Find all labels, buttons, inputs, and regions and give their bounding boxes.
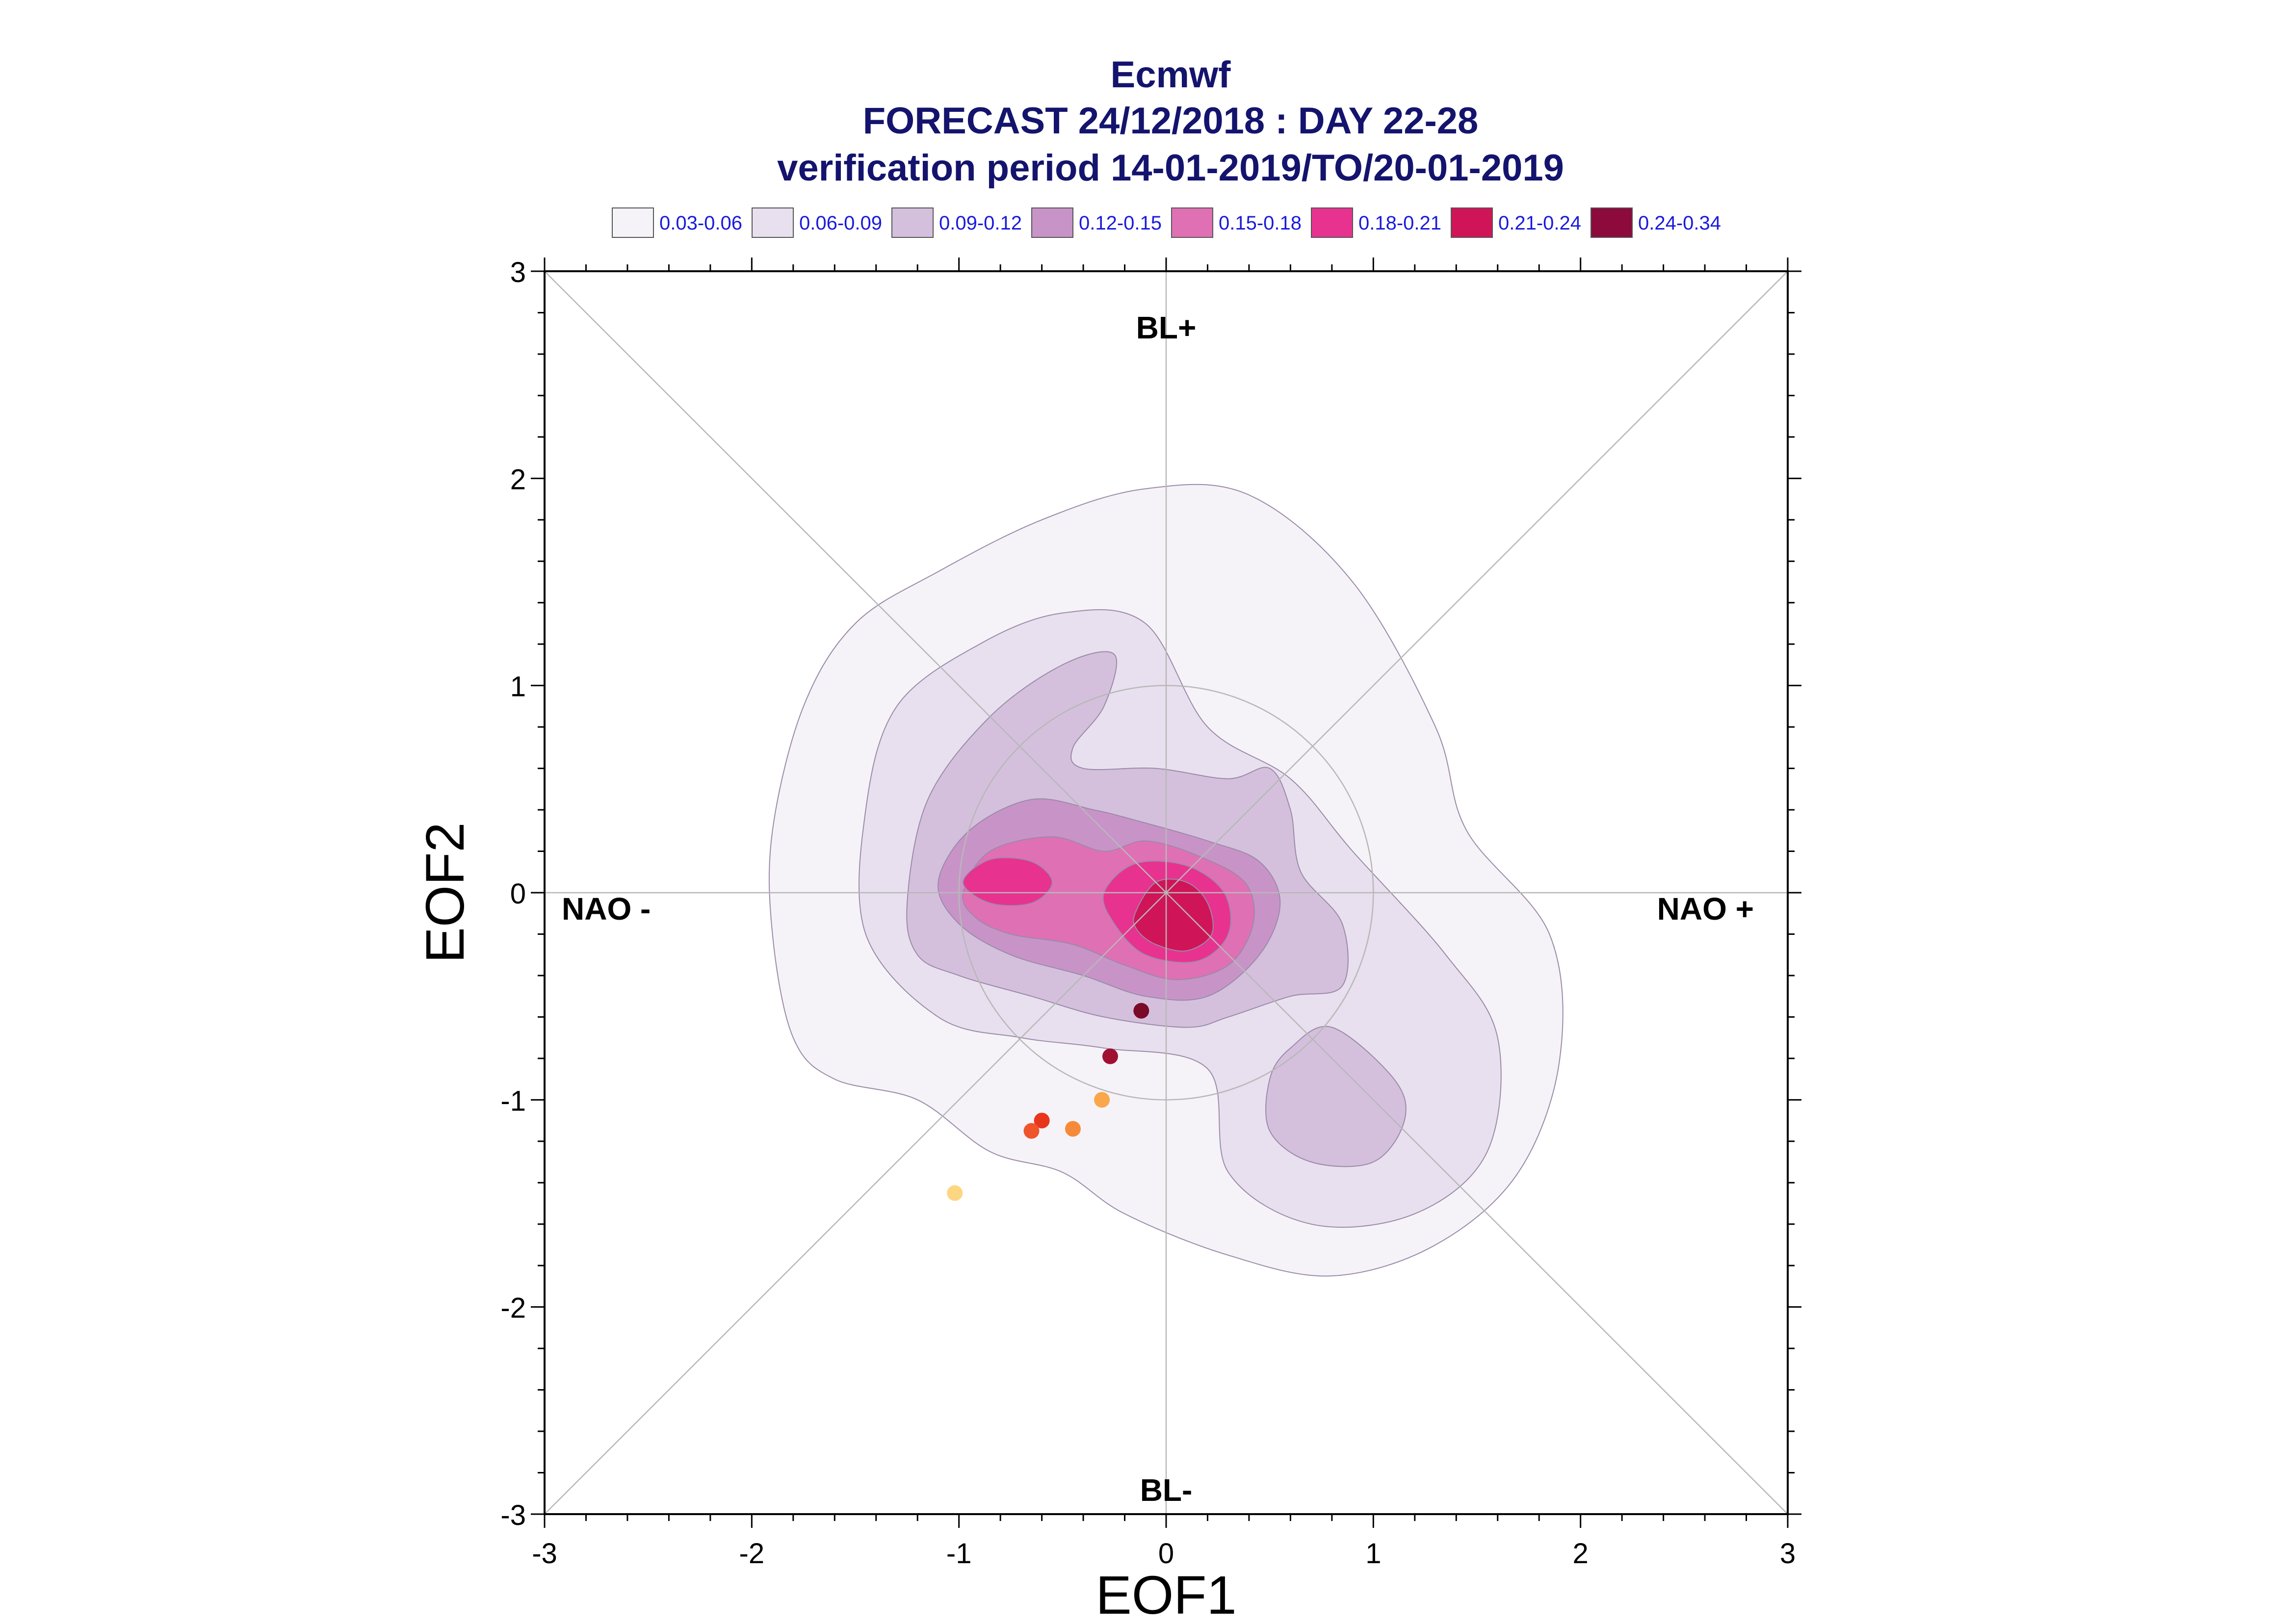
legend-swatch-1 <box>752 207 794 238</box>
legend-label-4: 0.15-0.18 <box>1219 212 1302 234</box>
y-tick-label: -1 <box>500 1085 526 1117</box>
chart-titles: Ecmwf FORECAST 24/12/2018 : DAY 22-28 ve… <box>777 54 1564 189</box>
legend-swatch-2 <box>891 207 934 238</box>
chart-subtitle: FORECAST 24/12/2018 : DAY 22-28 <box>863 100 1479 142</box>
contour-region-3 <box>1265 1026 1407 1167</box>
legend-label-6: 0.21-0.24 <box>1498 212 1581 234</box>
y-tick-label: 1 <box>510 671 526 703</box>
legend-label-0: 0.03-0.06 <box>659 212 742 234</box>
x-tick-label: -2 <box>739 1538 765 1570</box>
ensemble-point-5 <box>1065 1121 1081 1137</box>
x-tick-label: 2 <box>1573 1538 1589 1570</box>
ensemble-point-4 <box>1023 1123 1040 1139</box>
x-tick-label: 1 <box>1365 1538 1381 1570</box>
x-tick-label: -3 <box>532 1538 557 1570</box>
quadrant-label-right: NAO + <box>1657 891 1754 927</box>
legend-swatch-6 <box>1451 207 1493 238</box>
y-tick-label: 2 <box>510 464 526 495</box>
quadrant-label-bottom: BL- <box>1140 1472 1193 1508</box>
legend-swatch-3 <box>1031 207 1073 238</box>
y-tick-label: -2 <box>500 1292 526 1324</box>
legend-label-1: 0.06-0.09 <box>799 212 882 234</box>
y-tick-label: -3 <box>500 1499 526 1531</box>
x-tick-label: -1 <box>946 1538 972 1570</box>
y-tick-label: 3 <box>510 257 526 288</box>
legend-label-3: 0.12-0.15 <box>1079 212 1162 234</box>
legend-label-7: 0.24-0.34 <box>1638 212 1721 234</box>
legend-swatch-5 <box>1311 207 1353 238</box>
reference-circle <box>958 685 1374 1101</box>
quadrant-label-top: BL+ <box>1136 310 1197 345</box>
chart-subtitle-2: verification period 14-01-2019/TO/20-01-… <box>777 147 1564 189</box>
contour-region-8 <box>1133 878 1214 952</box>
legend: 0.03-0.06 0.06-0.09 0.09-0.12 0.12-0.15 0.15… <box>612 207 1721 238</box>
y-tick-label: 0 <box>510 878 526 910</box>
contour-region-6 <box>963 857 1053 906</box>
x-axis-label: EOF1 <box>1095 1565 1236 1624</box>
reference-lines <box>544 271 1788 1515</box>
ensemble-point-3 <box>1034 1112 1050 1129</box>
x-tick-label: 3 <box>1780 1538 1796 1570</box>
axis-ticks: -3 -2 -1 0 1 2 3 -3 -2 -1 0 1 2 3 <box>500 257 1801 1570</box>
x-tick-label: 0 <box>1158 1538 1174 1570</box>
chart-title: Ecmwf <box>1111 54 1231 96</box>
legend-swatch-7 <box>1591 207 1633 238</box>
ensemble-point-2 <box>1094 1092 1110 1108</box>
ensemble-points <box>947 1003 1149 1201</box>
ensemble-point-1 <box>1102 1048 1118 1064</box>
ensemble-point-0 <box>1133 1003 1149 1019</box>
legend-swatch-4 <box>1171 207 1213 238</box>
legend-label-5: 0.18-0.21 <box>1358 212 1441 234</box>
quadrant-labels: BL+ BL- NAO - NAO + <box>562 310 1754 1508</box>
quadrant-label-left: NAO - <box>562 891 651 927</box>
y-axis-label: EOF2 <box>415 822 475 963</box>
plot-area <box>544 270 1789 1515</box>
legend-swatch-0 <box>612 207 654 238</box>
ensemble-point-6 <box>947 1185 963 1201</box>
legend-label-2: 0.09-0.12 <box>939 212 1022 234</box>
